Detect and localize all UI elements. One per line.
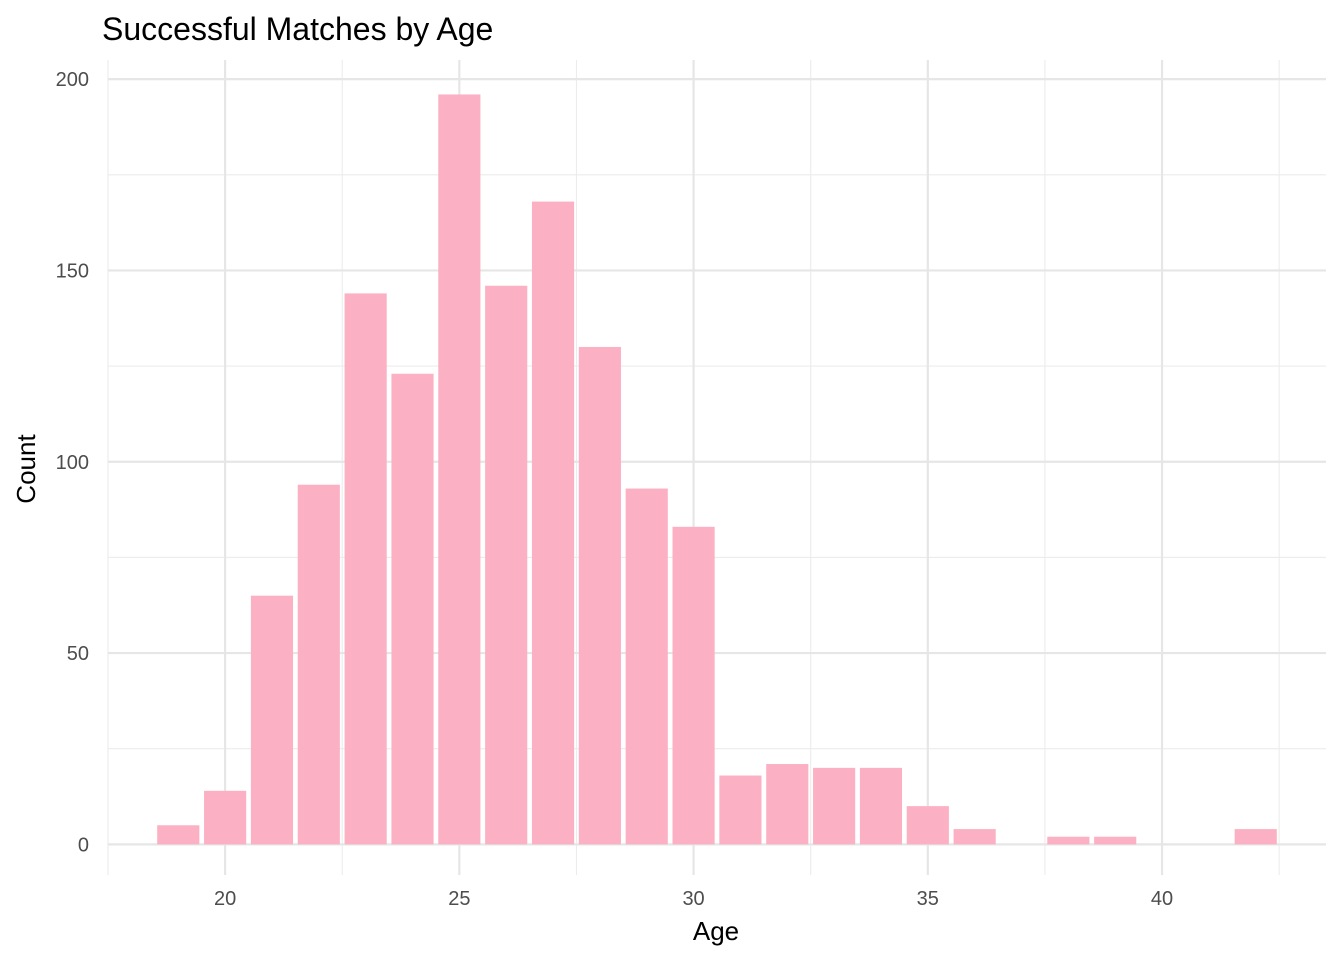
- bar: [953, 829, 996, 845]
- bar: [578, 346, 621, 845]
- bar: [672, 526, 715, 845]
- chart-title: Successful Matches by Age: [102, 11, 493, 47]
- bar: [204, 790, 247, 845]
- x-tick-label: 30: [682, 888, 704, 910]
- bar: [859, 767, 903, 845]
- bar: [766, 764, 809, 845]
- x-tick-label: 25: [448, 888, 470, 910]
- bar: [344, 293, 387, 845]
- bar: [250, 595, 294, 845]
- x-tick-label: 40: [1151, 888, 1173, 910]
- bar: [391, 373, 434, 845]
- bar: [813, 767, 856, 845]
- y-tick-label: 0: [78, 834, 89, 856]
- bar: [1234, 829, 1277, 845]
- bars: [157, 94, 1277, 845]
- bar: [531, 201, 575, 845]
- x-axis-label: Age: [693, 916, 739, 946]
- y-tick-label: 50: [67, 643, 89, 665]
- bar: [719, 775, 762, 845]
- bar: [625, 488, 668, 845]
- x-axis-ticks: 20 25 30 35 40: [214, 888, 1173, 910]
- bar: [157, 825, 200, 845]
- y-axis-label: Count: [11, 434, 41, 504]
- y-tick-label: 200: [56, 69, 89, 91]
- bar: [1094, 836, 1137, 845]
- y-tick-label: 100: [56, 452, 89, 474]
- y-tick-label: 150: [56, 260, 89, 282]
- x-tick-label: 20: [214, 888, 236, 910]
- bar: [438, 94, 481, 845]
- bar: [1047, 836, 1090, 845]
- y-axis-ticks: 0 50 100 150 200: [56, 69, 89, 856]
- bar: [485, 285, 528, 845]
- bar: [297, 484, 340, 845]
- x-tick-label: 35: [917, 888, 939, 910]
- bar: [906, 806, 949, 845]
